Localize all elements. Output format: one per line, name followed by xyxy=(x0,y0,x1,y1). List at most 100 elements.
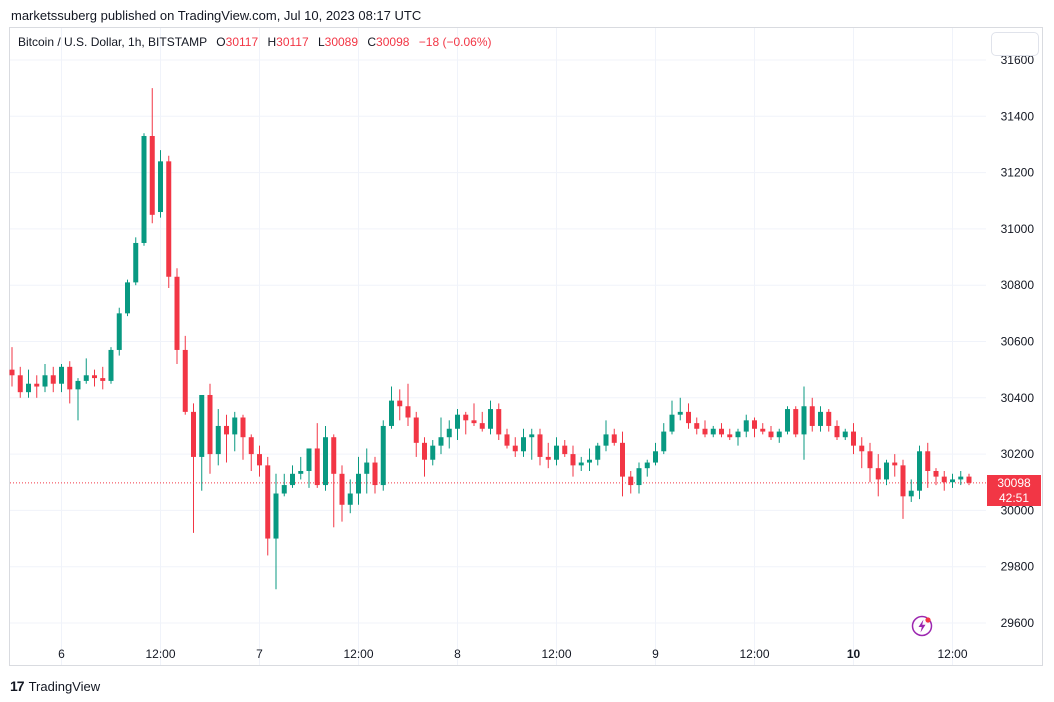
candle[interactable] xyxy=(702,420,708,438)
candle[interactable] xyxy=(67,361,73,404)
candle[interactable] xyxy=(108,347,114,384)
candle[interactable] xyxy=(290,465,295,488)
candle[interactable] xyxy=(669,400,675,435)
candle[interactable] xyxy=(207,383,213,474)
candle[interactable] xyxy=(950,473,955,488)
candle[interactable] xyxy=(75,378,81,421)
candle[interactable] xyxy=(686,403,691,429)
candle[interactable] xyxy=(125,279,130,317)
candle[interactable] xyxy=(941,470,947,491)
candle[interactable] xyxy=(496,403,502,441)
candle[interactable] xyxy=(966,473,972,486)
candle[interactable] xyxy=(694,417,700,435)
candle[interactable] xyxy=(389,386,394,429)
candle[interactable] xyxy=(215,409,221,466)
lightning-icon[interactable] xyxy=(911,615,933,637)
candle[interactable] xyxy=(719,423,724,438)
candle[interactable] xyxy=(248,434,254,471)
candle[interactable] xyxy=(809,397,815,432)
candle[interactable] xyxy=(347,479,353,514)
candle[interactable] xyxy=(768,425,774,441)
candle[interactable] xyxy=(801,386,807,460)
candle[interactable] xyxy=(83,358,89,384)
candle[interactable] xyxy=(116,307,122,356)
candle[interactable] xyxy=(677,397,683,421)
candle[interactable] xyxy=(306,448,312,488)
candle[interactable] xyxy=(463,411,469,435)
candle[interactable] xyxy=(545,442,551,469)
candle[interactable] xyxy=(628,470,634,494)
candle[interactable] xyxy=(925,442,931,488)
candle[interactable] xyxy=(570,445,576,477)
candle[interactable] xyxy=(50,366,56,393)
candle[interactable] xyxy=(339,465,345,522)
candle[interactable] xyxy=(17,366,23,398)
candle[interactable] xyxy=(405,383,411,426)
candle[interactable] xyxy=(479,411,485,432)
candle[interactable] xyxy=(793,406,799,438)
candle[interactable] xyxy=(908,479,914,502)
candle[interactable] xyxy=(512,437,518,457)
candle[interactable] xyxy=(430,440,436,466)
candle[interactable] xyxy=(603,420,609,452)
candle[interactable] xyxy=(42,364,48,393)
candle[interactable] xyxy=(356,456,361,505)
candle[interactable] xyxy=(331,434,337,528)
candle[interactable] xyxy=(141,133,147,246)
candle[interactable] xyxy=(422,437,427,477)
candle[interactable] xyxy=(504,428,510,449)
candle[interactable] xyxy=(364,448,370,494)
candle[interactable] xyxy=(587,448,592,471)
candle[interactable] xyxy=(859,437,865,469)
candle[interactable] xyxy=(611,428,617,446)
candle[interactable] xyxy=(273,473,279,590)
candle[interactable] xyxy=(240,414,246,460)
candle[interactable] xyxy=(636,462,642,494)
candle[interactable] xyxy=(298,456,304,480)
candle[interactable] xyxy=(92,369,97,387)
candle[interactable] xyxy=(752,417,757,438)
candle[interactable] xyxy=(191,403,196,533)
candle[interactable] xyxy=(661,423,667,455)
candle[interactable] xyxy=(958,470,964,486)
candle[interactable] xyxy=(413,411,419,457)
candle[interactable] xyxy=(826,409,832,432)
candle[interactable] xyxy=(521,428,526,457)
candle[interactable] xyxy=(529,428,535,460)
candle[interactable] xyxy=(9,347,15,387)
candle[interactable] xyxy=(100,366,106,390)
candle[interactable] xyxy=(199,394,205,491)
candle[interactable] xyxy=(851,423,856,455)
candle[interactable] xyxy=(884,459,889,486)
candle[interactable] xyxy=(314,423,320,488)
candle[interactable] xyxy=(446,420,452,449)
candle[interactable] xyxy=(26,369,31,398)
candle[interactable] xyxy=(727,428,733,441)
candle[interactable] xyxy=(917,445,922,500)
candle[interactable] xyxy=(323,425,328,491)
candle[interactable] xyxy=(735,428,741,446)
candle[interactable] xyxy=(578,456,584,471)
candle[interactable] xyxy=(760,423,766,435)
candle[interactable] xyxy=(149,88,155,224)
candle[interactable] xyxy=(488,400,493,435)
candle[interactable] xyxy=(710,425,716,438)
candle[interactable] xyxy=(34,375,40,398)
candle[interactable] xyxy=(380,420,386,491)
candle[interactable] xyxy=(174,268,180,365)
candle[interactable] xyxy=(281,473,287,497)
candle[interactable] xyxy=(537,428,543,466)
candle[interactable] xyxy=(372,456,378,494)
candle[interactable] xyxy=(644,459,650,477)
candle[interactable] xyxy=(818,406,823,432)
candle[interactable] xyxy=(158,150,163,218)
candle[interactable] xyxy=(743,414,749,438)
candle[interactable] xyxy=(59,364,64,393)
candle[interactable] xyxy=(257,445,262,477)
tradingview-brand[interactable]: 17 TradingView xyxy=(10,678,100,694)
candle[interactable] xyxy=(834,420,840,441)
candle[interactable] xyxy=(785,406,790,435)
candle[interactable] xyxy=(455,409,460,441)
candle[interactable] xyxy=(438,417,444,455)
candle[interactable] xyxy=(471,403,477,426)
